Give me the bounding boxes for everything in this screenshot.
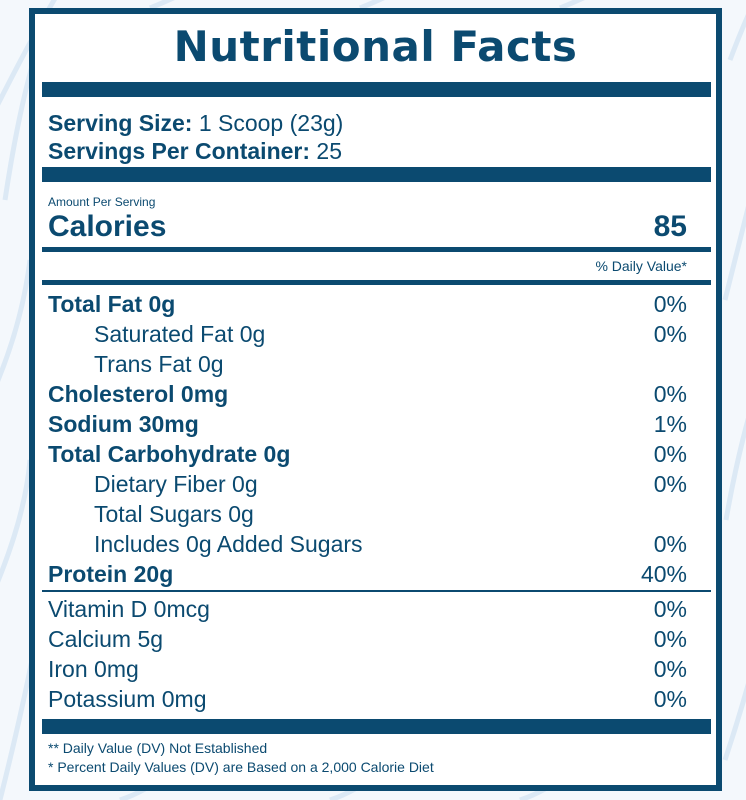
nutrient-daily-value: 0% [653, 686, 687, 712]
calories-label: Calories [48, 210, 167, 243]
nutrient-name: Trans Fat 0g [94, 351, 224, 377]
nutrient-daily-value: 0% [653, 291, 687, 317]
medium-divider [42, 247, 711, 252]
nutrient-row: Calcium 5g 0% [48, 624, 687, 654]
nutrient-row: Sodium 30mg 1% [48, 409, 687, 439]
nutrient-name: Total Carbohydrate 0g [48, 441, 291, 467]
daily-value-header: % Daily Value* [595, 258, 687, 274]
nutrient-daily-value: 40% [640, 561, 687, 587]
thick-divider [42, 82, 711, 97]
nutrient-row: Trans Fat 0g [48, 349, 687, 379]
nutrient-row: Total Fat 0g 0% [48, 289, 687, 319]
nutrient-row: Total Carbohydrate 0g 0% [48, 439, 687, 469]
serving-size-value: 1 Scoop (23g) [198, 110, 344, 136]
nutrient-name: Vitamin D 0mcg [48, 596, 210, 622]
nutrient-daily-value: 0% [653, 441, 687, 467]
nutrient-row: Protein 20g 40% [48, 559, 687, 589]
nutrient-name: Calcium 5g [48, 626, 164, 652]
nutrient-name: Cholesterol 0mg [48, 381, 229, 407]
nutrient-name: Includes 0g Added Sugars [94, 531, 363, 557]
nutrition-label: Nutritional Facts Serving Size: 1 Scoop … [29, 8, 722, 791]
nutrient-row: Dietary Fiber 0g 0% [48, 469, 687, 499]
label-title: Nutritional Facts [173, 22, 578, 71]
nutrient-row: Iron 0mg 0% [48, 654, 687, 684]
calories-row: Calories 85 [48, 210, 687, 244]
nutrient-daily-value: 0% [653, 596, 687, 622]
nutrient-daily-value: 0% [653, 531, 687, 557]
thick-divider [42, 167, 711, 182]
thick-divider [42, 719, 711, 734]
calories-value: 85 [653, 210, 687, 243]
nutrient-daily-value: 0% [653, 321, 687, 347]
servings-per-container-row: Servings Per Container: 25 [48, 138, 687, 165]
serving-size-label: Serving Size: [48, 110, 193, 136]
nutrient-daily-value: 0% [653, 656, 687, 682]
nutrient-row: Potassium 0mg 0% [48, 684, 687, 714]
nutrient-name: Protein 20g [48, 561, 174, 587]
servings-per-container-value: 25 [316, 138, 343, 164]
footnote-dv-not-established: ** Daily Value (DV) Not Established [48, 740, 268, 756]
servings-per-container-label: Servings Per Container: [48, 138, 311, 164]
nutrient-daily-value: 0% [653, 381, 687, 407]
nutrient-row: Vitamin D 0mcg 0% [48, 594, 687, 624]
nutrient-daily-value: 1% [653, 411, 687, 437]
nutrient-daily-value: 0% [653, 626, 687, 652]
nutrient-name: Saturated Fat 0g [94, 321, 266, 347]
medium-divider [42, 280, 711, 285]
nutrient-row: Total Sugars 0g [48, 499, 687, 529]
nutrient-name: Total Fat 0g [48, 291, 176, 317]
footnote-percent-daily-values: * Percent Daily Values (DV) are Based on… [48, 759, 434, 775]
nutrient-row: Includes 0g Added Sugars 0% [48, 529, 687, 559]
nutrient-name: Sodium 30mg [48, 411, 199, 437]
nutrient-name: Potassium 0mg [48, 686, 207, 712]
amount-per-serving: Amount Per Serving [48, 195, 156, 209]
nutrient-name: Total Sugars 0g [94, 501, 254, 527]
nutrient-name: Dietary Fiber 0g [94, 471, 258, 497]
nutrient-row: Saturated Fat 0g 0% [48, 319, 687, 349]
thin-divider [42, 590, 711, 592]
serving-size-row: Serving Size: 1 Scoop (23g) [48, 110, 687, 137]
nutrient-row: Cholesterol 0mg 0% [48, 379, 687, 409]
nutrient-daily-value: 0% [653, 471, 687, 497]
nutrient-name: Iron 0mg [48, 656, 139, 682]
